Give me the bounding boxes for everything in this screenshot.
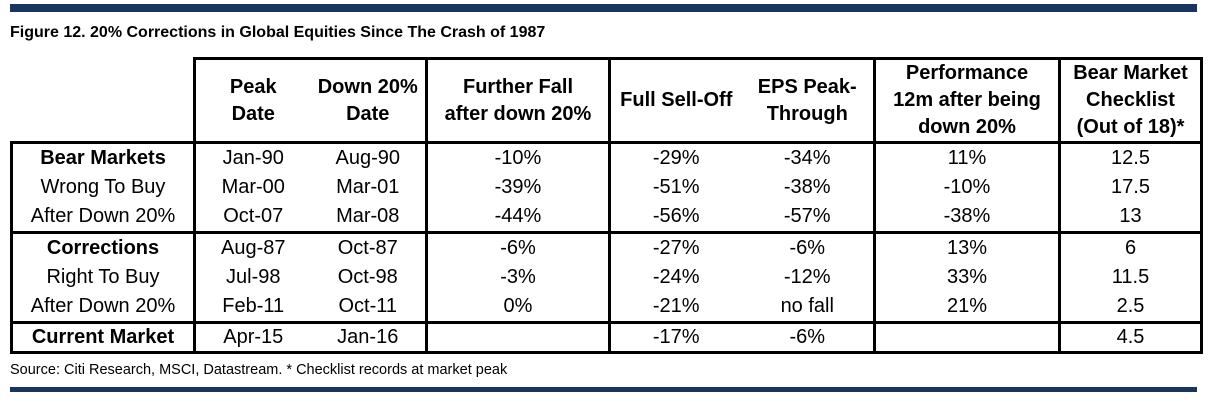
table-row-current-market: Current Market Apr-15 Jan-16 -17% -6% 4.… xyxy=(10,322,1203,354)
cell-peak-date: Jan-90 xyxy=(194,141,311,173)
cell-down20-date: Aug-90 xyxy=(310,141,428,173)
cell-down20-date: Oct-87 xyxy=(310,232,428,263)
row-label: After Down 20% xyxy=(10,292,196,324)
source-note: Source: Citi Research, MSCI, Datastream.… xyxy=(10,362,508,378)
cell-eps: -12% xyxy=(741,262,876,293)
cell-full-selloff: -24% xyxy=(652,266,700,288)
row-label: Wrong To Buy xyxy=(10,172,196,203)
row-label: Right To Buy xyxy=(10,262,196,293)
row-label: After Down 20% xyxy=(10,202,196,234)
cell-perf-12m: 11% xyxy=(874,141,1061,173)
figure-title: Figure 12. 20% Corrections in Global Equ… xyxy=(10,24,546,41)
cell-checklist: 2.5 xyxy=(1059,292,1203,324)
row-label: Current Market xyxy=(10,322,196,354)
header-down20-date: Down 20% Date xyxy=(310,57,428,144)
table-row-after-down-20-corr: After Down 20% Feb-11 Oct-11 0% -21% no … xyxy=(10,292,1203,324)
cell-eps: -57% xyxy=(741,202,876,234)
cell-further-fall: -10% xyxy=(426,141,611,173)
cell-checklist: 11.5 xyxy=(1059,262,1203,293)
cell-peak-date: Mar-00 xyxy=(221,176,285,198)
corrections-table: Peak Date Down 20% Date Further Fall aft… xyxy=(10,57,1203,354)
header-blank xyxy=(11,58,195,143)
cell-perf-12m: -38% xyxy=(874,202,1061,234)
cell-perf-12m: -10% xyxy=(874,172,1061,203)
cell-full-selloff: -29% xyxy=(609,141,742,173)
cell-full-selloff: -51% xyxy=(652,176,700,198)
cell-checklist: 4.5 xyxy=(1059,322,1203,354)
cell-full-selloff: -17% xyxy=(609,322,742,354)
cell-further-fall: -44% xyxy=(426,202,611,234)
table-row-bear-markets: Bear Markets Jan-90 Aug-90 -10% -29% -34… xyxy=(10,141,1203,173)
header-bear-checklist: Bear Market Checklist (Out of 18)* xyxy=(1058,57,1203,144)
cell-peak-date: Feb-11 xyxy=(194,292,311,324)
cell-peak-date: Apr-15 xyxy=(194,322,311,354)
cell-eps: -6% xyxy=(741,232,876,263)
cell-full-selloff: -56% xyxy=(609,202,742,234)
cell-further-fall xyxy=(426,322,611,354)
header-performance-12m: Performance 12m after being down 20% xyxy=(873,57,1061,144)
cell-checklist: 12.5 xyxy=(1059,141,1203,173)
cell-peak-date: Oct-07 xyxy=(194,202,311,234)
bottom-rule xyxy=(10,387,1197,392)
cell-down20-date: Oct-11 xyxy=(310,292,428,324)
cell-eps: -6% xyxy=(741,322,876,354)
cell-down20-date: Mar-01 xyxy=(310,172,428,203)
cell-perf-12m: 21% xyxy=(874,292,1061,324)
cell-perf-12m: 13% xyxy=(874,232,1061,263)
table-row-after-down-20-bear: After Down 20% Oct-07 Mar-08 -44% -56% -… xyxy=(10,202,1203,234)
cell-eps: -34% xyxy=(741,141,876,173)
cell-checklist: 6 xyxy=(1059,232,1203,263)
cell-full-selloff: -21% xyxy=(609,292,742,324)
table-row-wrong-to-buy: Wrong To Buy Mar-00 Mar-01 -39% -51% -38… xyxy=(10,172,1203,203)
cell-checklist: 13 xyxy=(1059,202,1203,234)
cell-down20-date: Oct-98 xyxy=(310,262,428,293)
cell-peak-date: Aug-87 xyxy=(221,236,286,259)
row-label: Bear Markets xyxy=(10,141,196,173)
header-peak-date: Peak Date xyxy=(193,57,311,144)
cell-perf-12m xyxy=(874,322,1061,354)
cell-further-fall: 0% xyxy=(426,292,611,324)
header-full-selloff: Full Sell-Off xyxy=(608,57,742,144)
header-row: Peak Date Down 20% Date Further Fall aft… xyxy=(11,57,1203,144)
table-row-right-to-buy: Right To Buy Jul-98 Oct-98 -3% -24% -12%… xyxy=(10,262,1203,293)
cell-full-selloff: -27% xyxy=(652,236,700,259)
cell-further-fall: -39% xyxy=(426,172,611,203)
row-label: Corrections xyxy=(10,232,196,263)
cell-eps: -38% xyxy=(741,172,876,203)
header-further-fall: Further Fall after down 20% xyxy=(425,57,611,144)
cell-checklist: 17.5 xyxy=(1059,172,1203,203)
cell-peak-date: Jul-98 xyxy=(226,266,281,288)
top-rule xyxy=(10,4,1197,12)
table-row-corrections: Corrections Aug-87 Oct-87 -6% -27% -6% 1… xyxy=(10,232,1203,263)
cell-further-fall: -3% xyxy=(426,262,611,293)
cell-perf-12m: 33% xyxy=(874,262,1061,293)
cell-further-fall: -6% xyxy=(426,232,611,263)
cell-eps: no fall xyxy=(741,292,876,324)
header-eps-peak-through: EPS Peak- Through xyxy=(741,57,876,144)
cell-down20-date: Mar-08 xyxy=(310,202,428,234)
cell-down20-date: Jan-16 xyxy=(310,322,428,354)
